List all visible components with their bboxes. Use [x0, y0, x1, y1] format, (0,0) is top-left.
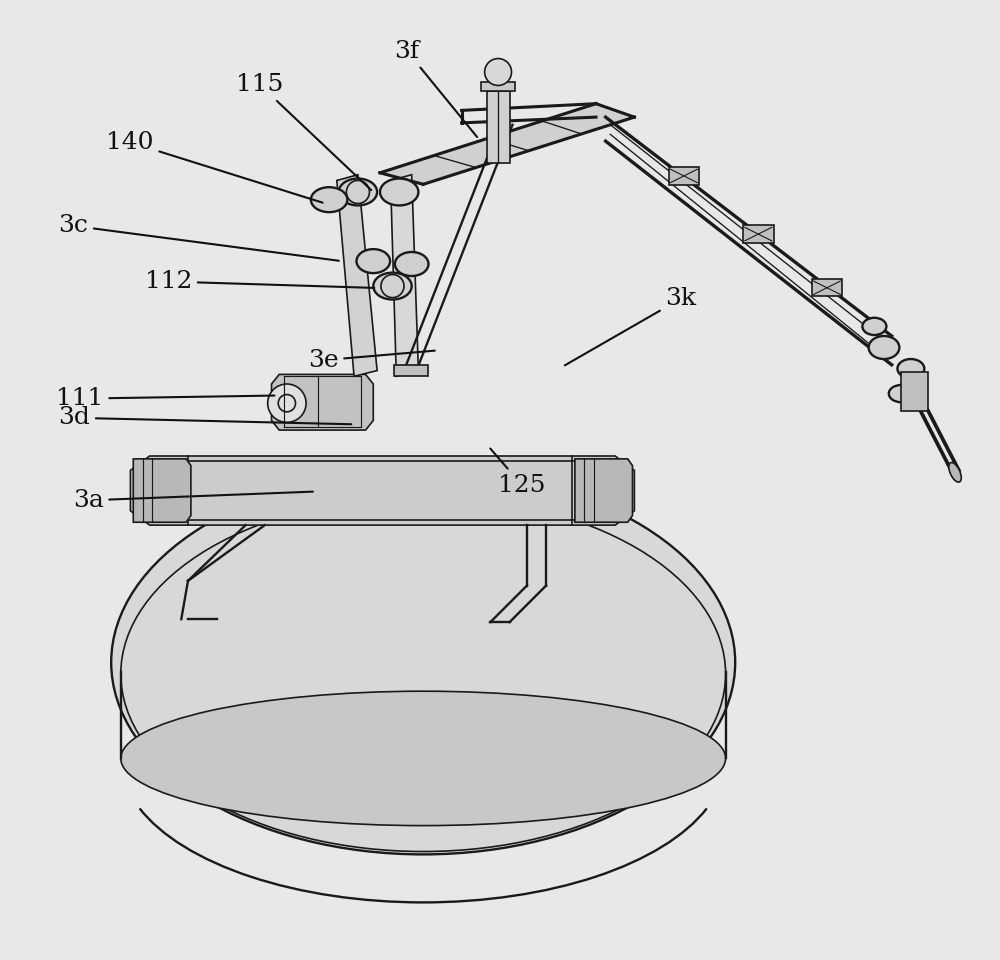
- Ellipse shape: [889, 385, 914, 402]
- Text: 3a: 3a: [73, 489, 313, 512]
- Polygon shape: [394, 365, 428, 376]
- Ellipse shape: [949, 463, 961, 482]
- Ellipse shape: [897, 359, 924, 378]
- Circle shape: [485, 59, 512, 85]
- Polygon shape: [743, 226, 774, 243]
- Polygon shape: [391, 175, 418, 376]
- Ellipse shape: [869, 336, 899, 359]
- Ellipse shape: [862, 318, 886, 335]
- Circle shape: [268, 384, 306, 422]
- Text: 3d: 3d: [58, 406, 351, 429]
- Polygon shape: [272, 374, 373, 430]
- Polygon shape: [575, 459, 632, 522]
- Text: 111: 111: [56, 387, 275, 410]
- Ellipse shape: [111, 470, 735, 854]
- Ellipse shape: [373, 273, 412, 300]
- Polygon shape: [133, 459, 191, 522]
- Text: 3c: 3c: [58, 214, 339, 261]
- Polygon shape: [130, 456, 634, 525]
- Text: 112: 112: [145, 270, 374, 293]
- Ellipse shape: [121, 691, 726, 826]
- Polygon shape: [487, 91, 510, 163]
- Polygon shape: [380, 104, 634, 184]
- Ellipse shape: [380, 179, 418, 205]
- Text: 140: 140: [106, 131, 323, 203]
- Ellipse shape: [395, 252, 428, 276]
- Text: 115: 115: [236, 73, 371, 190]
- Ellipse shape: [311, 187, 347, 212]
- Text: 3e: 3e: [308, 348, 435, 372]
- Text: 3k: 3k: [565, 287, 696, 366]
- Text: 3f: 3f: [394, 39, 477, 137]
- Polygon shape: [812, 279, 842, 297]
- Text: 125: 125: [490, 448, 546, 496]
- Polygon shape: [481, 82, 515, 91]
- Polygon shape: [901, 372, 928, 411]
- Polygon shape: [669, 167, 699, 184]
- Ellipse shape: [356, 250, 390, 273]
- Polygon shape: [337, 175, 377, 376]
- Ellipse shape: [339, 179, 377, 205]
